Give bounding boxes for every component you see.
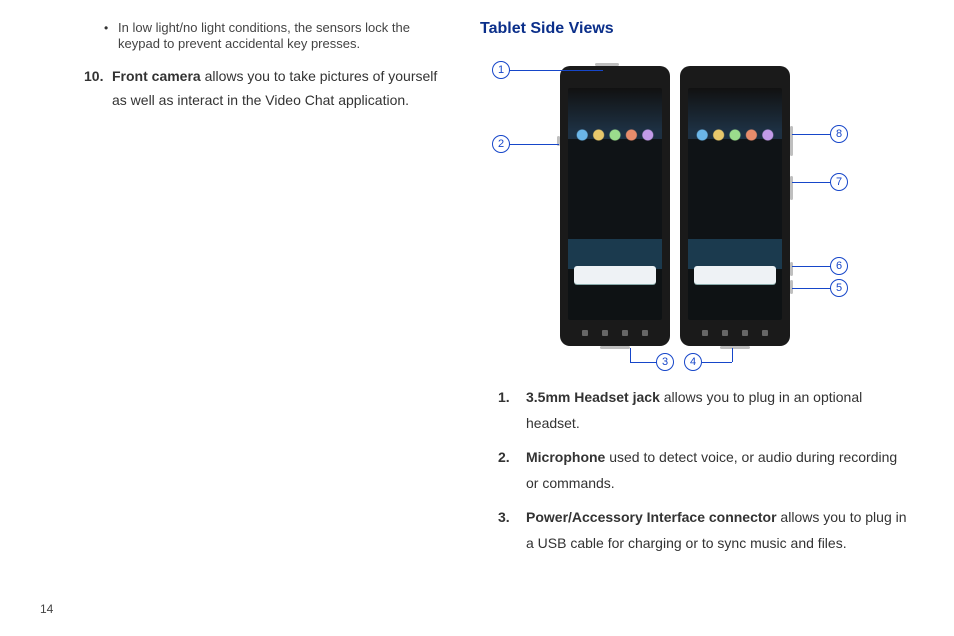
side-slot-5: [790, 280, 793, 294]
side-slot-6: [790, 262, 793, 276]
list-bold: Power/Accessory Interface connector: [526, 509, 777, 525]
lead-line: [702, 362, 732, 363]
list-item: 2. Microphone used to detect voice, or a…: [498, 444, 910, 496]
callout-1: 1: [492, 61, 510, 79]
list-body: 3.5mm Headset jack allows you to plug in…: [526, 384, 910, 436]
callout-5: 5: [830, 279, 848, 297]
page: • In low light/no light conditions, the …: [0, 0, 954, 636]
callout-4: 4: [684, 353, 702, 371]
lead-line: [792, 134, 832, 135]
side-slot-8: [790, 126, 793, 156]
list-body: Front camera allows you to take pictures…: [112, 64, 450, 112]
callout-6: 6: [830, 257, 848, 275]
two-column-layout: • In low light/no light conditions, the …: [40, 20, 914, 564]
page-number: 14: [40, 602, 53, 616]
list-bold: 3.5mm Headset jack: [526, 389, 660, 405]
list-number: 2.: [498, 444, 526, 496]
list-item: 1. 3.5mm Headset jack allows you to plug…: [498, 384, 910, 436]
tablet-screen: [688, 88, 782, 320]
lead-line: [630, 362, 658, 363]
callout-8: 8: [830, 125, 848, 143]
lead-line: [630, 348, 631, 362]
list-body: Power/Accessory Interface connector allo…: [526, 504, 910, 556]
headset-jack-slot: [595, 63, 619, 66]
lead-line: [509, 144, 559, 145]
list-number: 3.: [498, 504, 526, 556]
tablet-right-view: [680, 66, 790, 346]
list-item: 3. Power/Accessory Interface connector a…: [498, 504, 910, 556]
bullet-marker: •: [104, 20, 118, 52]
usb-slot-right: [720, 346, 750, 349]
side-slot-7: [790, 176, 793, 200]
home-buttons: [680, 326, 790, 340]
lead-line: [792, 288, 832, 289]
lead-line: [509, 70, 603, 71]
right-column: Tablet Side Views: [480, 20, 910, 564]
side-view-list: 1. 3.5mm Headset jack allows you to plug…: [480, 384, 910, 556]
bullet-text: In low light/no light conditions, the se…: [118, 20, 450, 52]
list-number: 1.: [498, 384, 526, 436]
lead-line: [792, 266, 832, 267]
tablet-side-diagram: 1 2 3 4 8 7 6 5: [480, 52, 890, 372]
tablet-screen: [568, 88, 662, 320]
bullet-item: • In low light/no light conditions, the …: [104, 20, 450, 52]
lead-line: [792, 182, 832, 183]
callout-3: 3: [656, 353, 674, 371]
section-title: Tablet Side Views: [480, 20, 910, 38]
usb-slot-left: [600, 346, 630, 349]
tablet-left-view: [560, 66, 670, 346]
list-body: Microphone used to detect voice, or audi…: [526, 444, 910, 496]
callout-2: 2: [492, 135, 510, 153]
callout-7: 7: [830, 173, 848, 191]
list-item-10: 10. Front camera allows you to take pict…: [84, 64, 450, 112]
list-bold: Front camera: [112, 68, 201, 84]
lead-line: [732, 348, 733, 362]
list-bold: Microphone: [526, 449, 605, 465]
left-column: • In low light/no light conditions, the …: [40, 20, 450, 564]
list-number: 10.: [84, 64, 112, 112]
home-buttons: [560, 326, 670, 340]
